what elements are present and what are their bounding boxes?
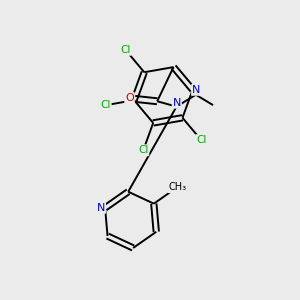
Text: CH₃: CH₃ (168, 182, 186, 192)
Text: Cl: Cl (100, 100, 111, 110)
Text: N: N (192, 85, 200, 95)
Text: Cl: Cl (196, 135, 206, 145)
Text: N: N (97, 203, 105, 213)
Text: Cl: Cl (120, 45, 131, 55)
Text: N: N (172, 98, 181, 108)
Text: Cl: Cl (138, 145, 148, 155)
Text: O: O (125, 93, 134, 103)
